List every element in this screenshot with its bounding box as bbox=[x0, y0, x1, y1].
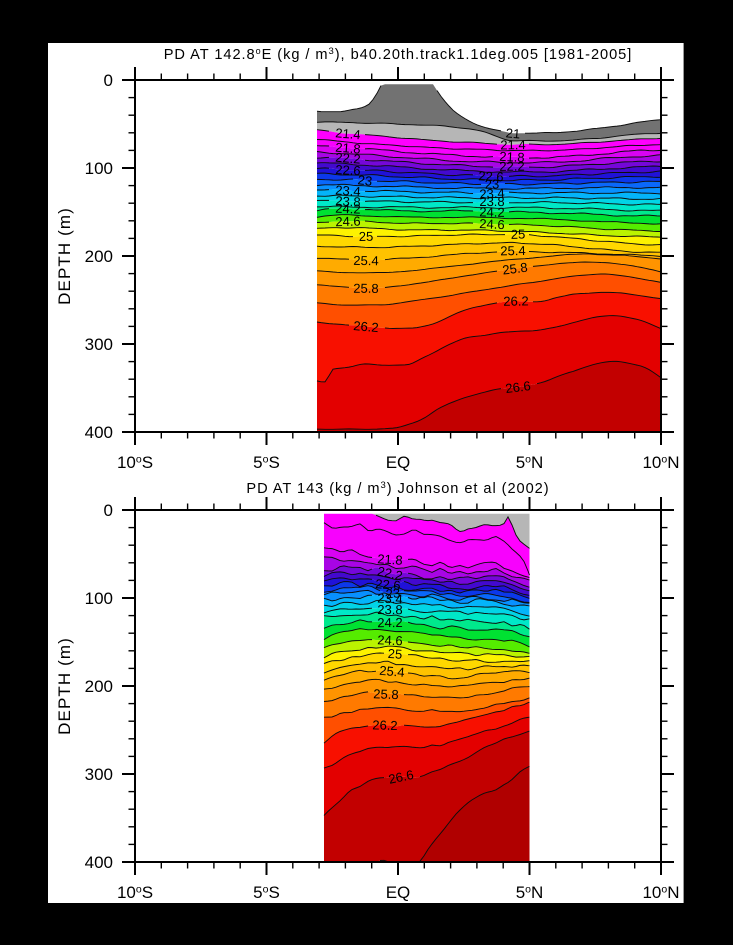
svg-text:25: 25 bbox=[359, 229, 374, 244]
svg-text:22.6: 22.6 bbox=[375, 576, 401, 593]
svg-text:24.6: 24.6 bbox=[335, 214, 361, 230]
svg-text:24.6: 24.6 bbox=[479, 216, 505, 232]
svg-text:DEPTH (m): DEPTH (m) bbox=[55, 207, 74, 305]
svg-text:21.4: 21.4 bbox=[335, 125, 361, 142]
svg-text:21.8: 21.8 bbox=[377, 551, 403, 567]
svg-text:26.2: 26.2 bbox=[372, 717, 398, 733]
svg-text:22.2: 22.2 bbox=[335, 150, 361, 167]
svg-text:23.4: 23.4 bbox=[479, 185, 505, 201]
svg-text:23: 23 bbox=[357, 172, 373, 189]
svg-text:21.8: 21.8 bbox=[499, 149, 525, 165]
svg-text:23.8: 23.8 bbox=[335, 193, 361, 209]
svg-text:200: 200 bbox=[85, 247, 113, 266]
svg-text:24.2: 24.2 bbox=[479, 204, 505, 219]
svg-text:10oN: 10oN bbox=[642, 883, 679, 902]
svg-text:23: 23 bbox=[385, 585, 401, 601]
svg-text:100: 100 bbox=[85, 159, 113, 178]
svg-text:PD AT 142.8oE (kg / m3), b40.2: PD AT 142.8oE (kg / m3), b40.20th.track1… bbox=[164, 46, 633, 63]
svg-text:25.8: 25.8 bbox=[353, 281, 378, 296]
svg-text:25.8: 25.8 bbox=[502, 260, 529, 278]
svg-text:26.2: 26.2 bbox=[503, 293, 528, 308]
svg-text:0: 0 bbox=[104, 501, 113, 520]
svg-text:26.2: 26.2 bbox=[353, 318, 380, 335]
svg-text:23: 23 bbox=[485, 176, 500, 191]
svg-text:300: 300 bbox=[85, 335, 113, 354]
svg-text:400: 400 bbox=[85, 853, 113, 872]
svg-text:100: 100 bbox=[85, 589, 113, 608]
svg-text:21: 21 bbox=[505, 125, 521, 141]
svg-text:10oN: 10oN bbox=[642, 453, 679, 472]
svg-text:23.8: 23.8 bbox=[377, 602, 402, 617]
svg-text:EQ: EQ bbox=[386, 883, 411, 902]
svg-text:DEPTH (m): DEPTH (m) bbox=[55, 637, 74, 735]
svg-text:22.2: 22.2 bbox=[499, 159, 524, 174]
svg-text:400: 400 bbox=[85, 423, 113, 442]
svg-text:21.4: 21.4 bbox=[500, 137, 526, 152]
svg-text:22.6: 22.6 bbox=[478, 168, 504, 184]
svg-text:300: 300 bbox=[85, 765, 113, 784]
svg-text:25: 25 bbox=[511, 227, 526, 242]
svg-text:0: 0 bbox=[104, 71, 113, 90]
svg-text:23.4: 23.4 bbox=[335, 182, 361, 199]
svg-text:10oS: 10oS bbox=[117, 883, 153, 902]
svg-text:22.6: 22.6 bbox=[335, 162, 361, 178]
svg-text:25.4: 25.4 bbox=[500, 243, 526, 258]
svg-text:24.6: 24.6 bbox=[377, 632, 403, 648]
svg-text:24.2: 24.2 bbox=[377, 615, 403, 630]
svg-text:26.6: 26.6 bbox=[387, 767, 415, 787]
svg-text:5oS: 5oS bbox=[253, 883, 280, 902]
svg-text:25: 25 bbox=[387, 646, 402, 662]
svg-text:25.4: 25.4 bbox=[379, 663, 405, 680]
svg-text:200: 200 bbox=[85, 677, 113, 696]
svg-text:26.6: 26.6 bbox=[505, 378, 532, 396]
svg-text:23.8: 23.8 bbox=[479, 194, 504, 209]
svg-text:22.2: 22.2 bbox=[376, 563, 404, 583]
svg-text:23.4: 23.4 bbox=[377, 591, 403, 607]
svg-text:21.8: 21.8 bbox=[335, 140, 361, 157]
svg-text:24.2: 24.2 bbox=[335, 201, 361, 217]
svg-text:10oS: 10oS bbox=[117, 453, 153, 472]
svg-text:5oN: 5oN bbox=[516, 883, 544, 902]
svg-text:5oS: 5oS bbox=[253, 453, 280, 472]
svg-text:PD AT 143 (kg / m3) Johnson et: PD AT 143 (kg / m3) Johnson et al (2002) bbox=[246, 480, 549, 497]
svg-text:25.8: 25.8 bbox=[373, 686, 399, 702]
svg-text:EQ: EQ bbox=[386, 453, 411, 472]
svg-text:5oN: 5oN bbox=[516, 453, 544, 472]
svg-text:25.4: 25.4 bbox=[353, 253, 379, 268]
